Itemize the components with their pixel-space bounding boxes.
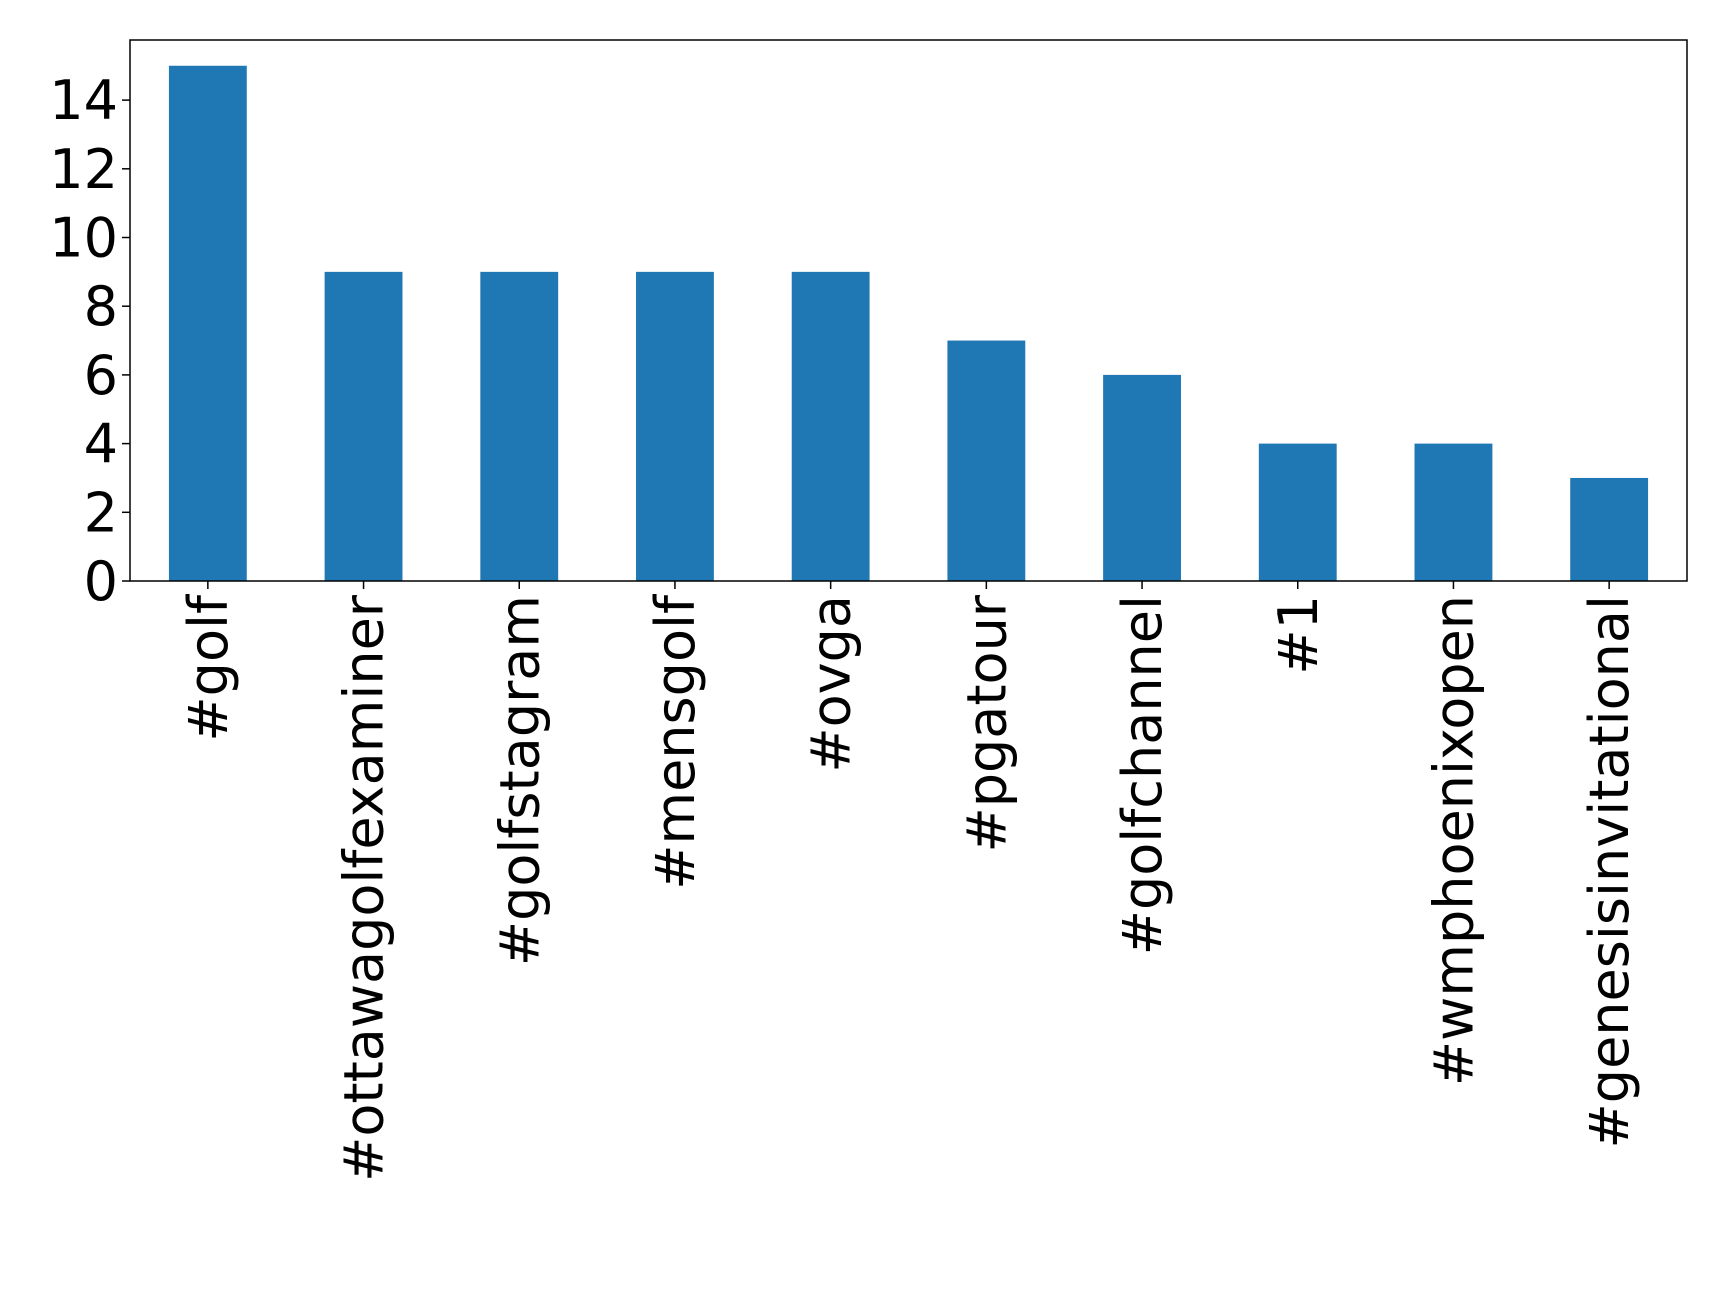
- bar: [1258, 443, 1337, 581]
- bar: [168, 65, 247, 581]
- x-tick-label: #ovga: [800, 595, 863, 773]
- x-tick-label: #ottawagolfexaminer: [333, 594, 396, 1182]
- bar: [480, 271, 559, 581]
- y-tick-label: 12: [49, 138, 118, 201]
- x-tick-label: #golfchannel: [1111, 595, 1174, 955]
- plot-frame: [129, 39, 1688, 582]
- bar: [324, 271, 403, 581]
- x-tick-label: #genesisinvitational: [1578, 595, 1641, 1148]
- bar: [947, 340, 1026, 581]
- y-tick-label: 0: [84, 550, 118, 613]
- bar: [1414, 443, 1493, 581]
- bar: [1570, 477, 1649, 581]
- y-tick-label: 4: [84, 413, 118, 476]
- y-tick-label: 10: [49, 207, 118, 270]
- bar: [1103, 374, 1181, 581]
- x-tick-label: #golf: [177, 593, 240, 742]
- x-tick-label: #pgatour: [955, 594, 1018, 852]
- y-tick-label: 14: [49, 69, 118, 132]
- y-tick-label: 2: [84, 481, 118, 544]
- x-tick-label: #golfstagram: [488, 595, 551, 966]
- bar: [636, 271, 714, 581]
- x-tick-label: #1: [1267, 595, 1330, 675]
- x-tick-label: #mensgolf: [644, 593, 707, 890]
- x-tick-label: #wmphoenixopen: [1422, 595, 1485, 1086]
- bar: [791, 271, 870, 581]
- y-tick-label: 6: [84, 344, 118, 407]
- y-tick-label: 8: [84, 275, 118, 338]
